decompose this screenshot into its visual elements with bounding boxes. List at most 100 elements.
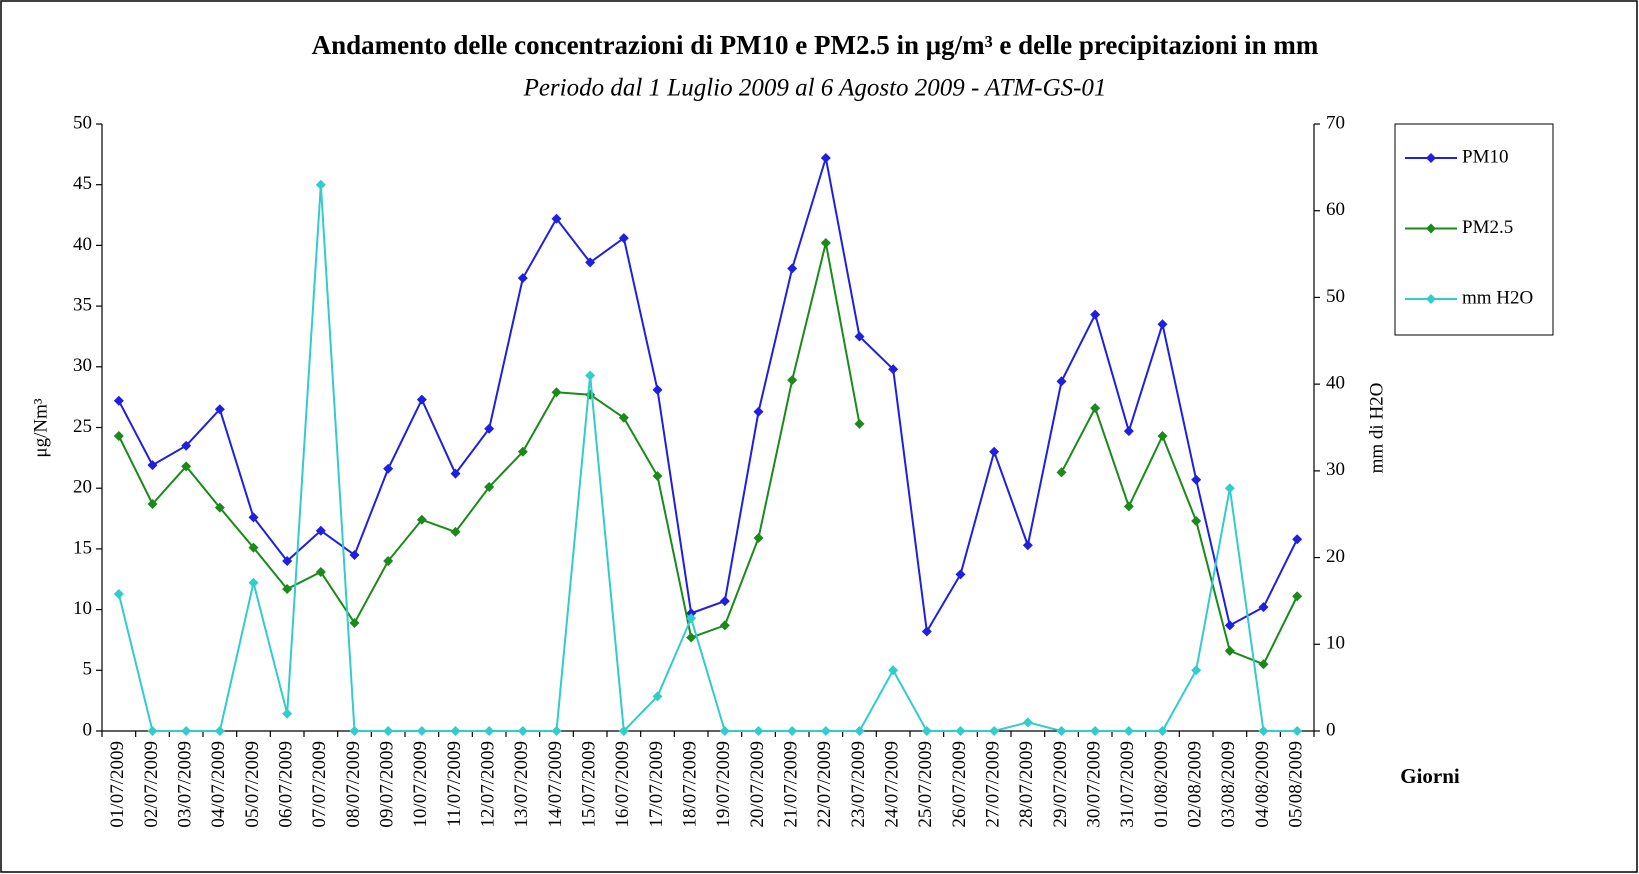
y-tick-label: 35 — [73, 294, 92, 315]
point — [585, 257, 596, 268]
point — [1191, 515, 1202, 526]
y2-axis-label: mm di H2O — [1366, 383, 1387, 474]
point — [787, 263, 798, 274]
point — [517, 273, 528, 284]
point — [1056, 467, 1067, 478]
point — [1056, 376, 1067, 387]
y-tick-label: 25 — [73, 416, 92, 437]
point — [585, 370, 596, 381]
x-tick-label: 17/07/2009 — [646, 741, 667, 828]
point — [854, 331, 865, 342]
point — [181, 726, 192, 736]
x-tick-label: 27/07/2009 — [983, 741, 1004, 828]
x-tick-label: 10/07/2009 — [410, 741, 431, 828]
point — [652, 691, 663, 702]
point — [1224, 483, 1235, 494]
point — [349, 549, 360, 560]
point — [686, 632, 697, 643]
point — [181, 461, 192, 472]
point — [1123, 726, 1134, 736]
x-tick-label: 11/07/2009 — [444, 741, 465, 827]
point — [989, 446, 1000, 457]
point — [888, 665, 899, 676]
point — [450, 526, 461, 537]
point — [282, 556, 293, 567]
point — [214, 404, 225, 415]
y-tick-label: 10 — [73, 598, 92, 619]
point — [315, 179, 326, 190]
x-tick-label: 15/07/2009 — [579, 741, 600, 828]
legend-label: mm H2O — [1462, 287, 1533, 308]
point — [1258, 659, 1269, 670]
point — [618, 233, 629, 244]
y-tick-label: 20 — [73, 477, 92, 498]
x-tick-label: 01/08/2009 — [1151, 741, 1172, 828]
y2-tick-label: 10 — [1326, 633, 1345, 654]
legend-label: PM2.5 — [1462, 217, 1513, 238]
point — [214, 502, 225, 513]
x-tick-label: 02/07/2009 — [141, 741, 162, 828]
x-tick-label: 22/07/2009 — [814, 741, 835, 828]
x-tick-label: 29/07/2009 — [1050, 741, 1071, 828]
point — [921, 626, 932, 637]
point — [1090, 726, 1101, 736]
point — [955, 726, 966, 736]
point — [349, 726, 360, 736]
point — [1090, 403, 1101, 414]
series-line — [117, 184, 1298, 734]
x-tick-label: 30/07/2009 — [1084, 741, 1105, 828]
point — [652, 384, 663, 395]
point — [955, 569, 966, 580]
point — [517, 726, 528, 736]
x-tick-label: 31/07/2009 — [1117, 741, 1138, 828]
point — [1224, 620, 1235, 631]
x-tick-label: 05/08/2009 — [1286, 741, 1307, 828]
point — [1292, 534, 1303, 545]
point — [719, 726, 730, 736]
x-tick-label: 20/07/2009 — [747, 741, 768, 828]
point — [1191, 665, 1202, 676]
point — [820, 726, 831, 736]
x-tick-label: 01/07/2009 — [107, 741, 128, 828]
point — [753, 532, 764, 543]
x-tick-label: 12/07/2009 — [478, 741, 499, 828]
legend-label: PM10 — [1462, 146, 1508, 167]
point — [1123, 501, 1134, 512]
point — [854, 418, 865, 429]
point — [686, 608, 697, 619]
point — [820, 237, 831, 248]
x-tick-label: 13/07/2009 — [511, 741, 532, 828]
x-tick-label: 28/07/2009 — [1016, 741, 1037, 828]
legend-marker — [1426, 294, 1436, 304]
point — [1258, 726, 1269, 736]
point — [147, 460, 158, 471]
point — [1224, 645, 1235, 656]
x-tick-label: 05/07/2009 — [242, 741, 263, 828]
y-tick-label: 15 — [73, 537, 92, 558]
point — [383, 463, 394, 474]
point — [248, 577, 259, 588]
point — [315, 525, 326, 536]
point — [1258, 602, 1269, 613]
point — [113, 588, 124, 599]
point — [282, 583, 293, 594]
y-tick-label: 40 — [73, 234, 92, 255]
point — [1157, 319, 1168, 330]
point — [1292, 591, 1303, 602]
point — [1123, 426, 1134, 437]
point — [147, 726, 158, 736]
chart-subtitle: Periodo dal 1 Luglio 2009 al 6 Agosto 20… — [523, 75, 1107, 102]
point — [1191, 474, 1202, 485]
x-tick-label: 21/07/2009 — [781, 741, 802, 828]
point — [1292, 726, 1303, 736]
y2-tick-label: 70 — [1326, 112, 1345, 133]
point — [416, 514, 427, 525]
point — [618, 726, 629, 736]
point — [719, 596, 730, 607]
point — [383, 726, 394, 736]
point — [383, 556, 394, 567]
point — [416, 726, 427, 736]
point — [349, 617, 360, 628]
